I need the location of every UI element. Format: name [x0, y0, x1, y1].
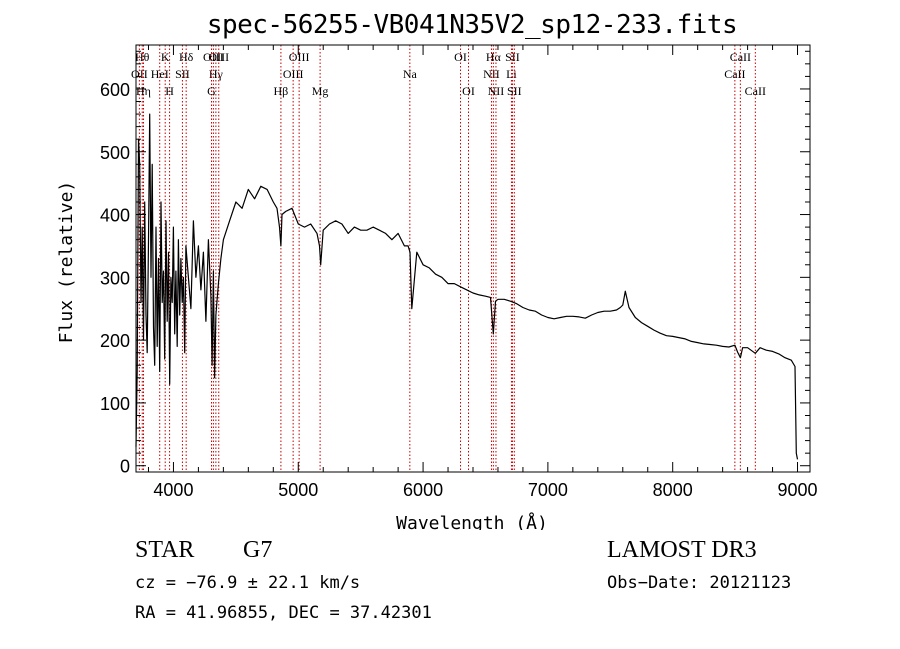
line-label-9: Hγ: [209, 67, 224, 81]
line-label-20: Hα: [486, 50, 502, 64]
line-label-21: NII: [488, 84, 505, 98]
x-tick-label-4: 8000: [653, 480, 693, 500]
line-label-13: OIII: [283, 67, 304, 81]
line-label-22: Li: [506, 67, 517, 81]
x-tick-label-3: 7000: [528, 480, 568, 500]
line-label-2: Hη: [136, 84, 151, 98]
line-label-16: Na: [403, 67, 418, 81]
y-tick-label-5: 500: [100, 143, 130, 163]
line-label-10: G: [207, 84, 216, 98]
line-label-6: SII: [175, 67, 190, 81]
line-label-24: SII: [507, 84, 522, 98]
line-label-26: CaII: [730, 50, 751, 64]
y-tick-label-2: 200: [100, 331, 130, 351]
line-label-3: HeI: [151, 67, 169, 81]
x-tick-label-5: 9000: [777, 480, 817, 500]
y-tick-label-4: 400: [100, 206, 130, 226]
star-class: STAR: [135, 537, 195, 563]
line-label-4: K: [161, 50, 170, 64]
spectrum-line: [135, 113, 799, 460]
chart-title: spec-56255-VB041N35V2_sp12-233.fits: [207, 10, 737, 40]
x-tick-label-2: 6000: [403, 480, 443, 500]
spectrum-chart: spec-56255-VB041N35V2_sp12-233.fits OIIH…: [56, 10, 818, 530]
line-label-14: OIII: [289, 50, 310, 64]
y-axis-label: Flux (relative): [56, 181, 77, 344]
y-tick-label-6: 600: [100, 80, 130, 100]
line-label-12: Hβ: [274, 84, 289, 98]
x-tick-label-0: 4000: [153, 480, 193, 500]
line-label-17: OI: [454, 50, 467, 64]
line-label-27: CaII: [745, 84, 766, 98]
line-label-1: Hθ: [135, 50, 150, 64]
plot-frame: [135, 44, 811, 473]
survey-name: LAMOST DR3: [607, 537, 757, 563]
y-tick-label-1: 100: [100, 394, 130, 414]
observation-date: Obs−Date: 20121123: [607, 573, 792, 593]
line-label-18: OI: [462, 84, 475, 98]
line-label-0: OII: [131, 67, 148, 81]
y-tick-label-0: 0: [120, 457, 130, 477]
x-tick-label-1: 5000: [278, 480, 318, 500]
spectral-subclass: G7: [243, 537, 273, 563]
line-label-19: NII: [483, 67, 500, 81]
line-label-5: H: [165, 84, 174, 98]
line-label-11: OIII: [208, 50, 229, 64]
ra-dec-info: RA = 41.96855, DEC = 37.42301: [135, 603, 432, 623]
line-label-15: Mg: [312, 84, 329, 98]
line-label-25: CaII: [724, 67, 745, 81]
line-label-23: SII: [505, 50, 520, 64]
y-tick-label-3: 300: [100, 268, 130, 288]
line-label-7: Hδ: [179, 50, 194, 64]
redshift-info: cz = −76.9 ± 22.1 km/s: [135, 573, 361, 593]
x-axis-label: Wavelength (Å): [396, 512, 548, 530]
